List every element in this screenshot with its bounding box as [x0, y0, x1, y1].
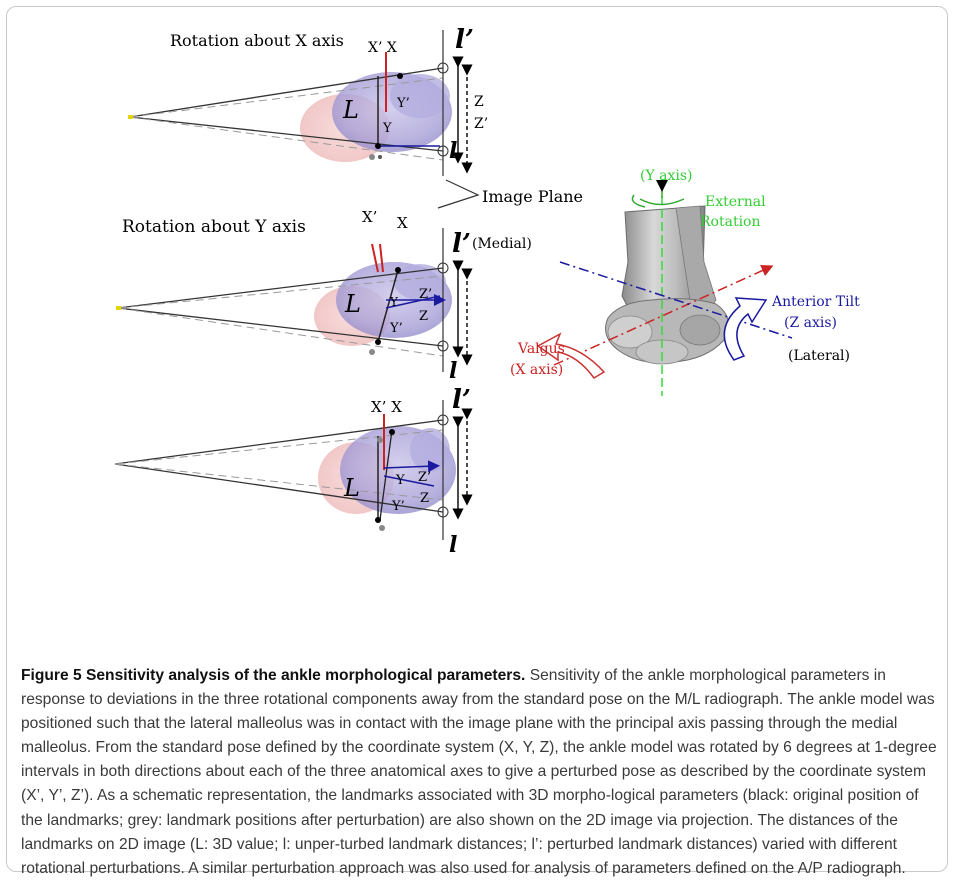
panel-z-l: l — [449, 532, 457, 558]
ankle-x-axis: (X axis) — [510, 362, 563, 378]
panel-x-L: L — [342, 96, 359, 124]
panel-y-near1: Y — [389, 295, 399, 309]
ankle-anterior-tilt: Anterior Tilt — [771, 294, 860, 310]
panel-x-title: Rotation about X axis — [170, 31, 344, 50]
panel-y-medial: (Medial) — [472, 236, 532, 252]
figure-frame — [6, 6, 948, 872]
figure-caption: Figure 5 Sensitivity analysis of the ank… — [21, 664, 939, 881]
ankle-y-axis: (Y axis) — [640, 168, 693, 184]
panel-y-lprime: l’ — [452, 229, 471, 259]
figure-diagram: Rotation about X axis L X’ X Y’ Y Z Z’ l… — [114, 25, 860, 558]
panel-x-under: Y — [382, 121, 392, 136]
panel-y-side2: Z — [419, 309, 428, 324]
image-plane-label: Image Plane — [437, 179, 583, 209]
panel-y-top-a: X’ — [362, 208, 377, 226]
panel-y-l: l — [449, 358, 457, 384]
panel-rotation-z: X’ X L Y Y’ Z’ Z l’ l — [114, 385, 473, 558]
panel-rotation-x: Rotation about X axis L X’ X Y’ Y Z Z’ l… — [128, 25, 488, 176]
panel-x-l: l — [449, 138, 457, 164]
panel-y-title: Rotation about Y axis — [122, 217, 306, 237]
panel-y-top-b: X — [397, 214, 408, 232]
panel-rotation-y: Rotation about Y axis X’ X L Y Y’ Z’ Z l… — [116, 208, 532, 384]
ankle-valgus: Valgus — [517, 341, 565, 357]
image-plane-text: Image Plane — [482, 187, 583, 206]
ankle-ext-rot-1: External — [705, 194, 766, 210]
caption-title: Figure 5 Sensitivity analysis of the ank… — [21, 667, 526, 684]
panel-x-side2: Z’ — [474, 116, 488, 132]
panel-y-side1: Z’ — [419, 287, 432, 302]
panel-y-L: L — [344, 290, 361, 318]
panel-x-side1: Z — [474, 94, 484, 110]
panel-z-top: X’ X — [371, 398, 402, 416]
panel-x-near: Y’ — [396, 96, 410, 111]
ankle-ext-rot-2: Rotation — [700, 214, 761, 230]
ankle-model: (Y axis) External Rotation Anterior Tilt… — [510, 168, 860, 396]
caption-body: Sensitivity of the ankle morphological p… — [21, 667, 937, 877]
ankle-lateral: (Lateral) — [788, 348, 850, 364]
panel-z-side1: Z’ — [418, 470, 431, 485]
panel-x-top: X’ X — [368, 40, 397, 56]
panel-y-near2: Y’ — [389, 321, 403, 336]
panel-z-side2: Z — [420, 491, 429, 506]
panel-z-near1: Y — [395, 473, 405, 488]
ankle-z-axis: (Z axis) — [784, 315, 837, 331]
panel-x-lprime: l’ — [455, 25, 474, 55]
panel-z-near2: Y’ — [391, 499, 405, 514]
panel-z-lprime: l’ — [452, 385, 471, 415]
panel-z-L: L — [343, 474, 360, 502]
